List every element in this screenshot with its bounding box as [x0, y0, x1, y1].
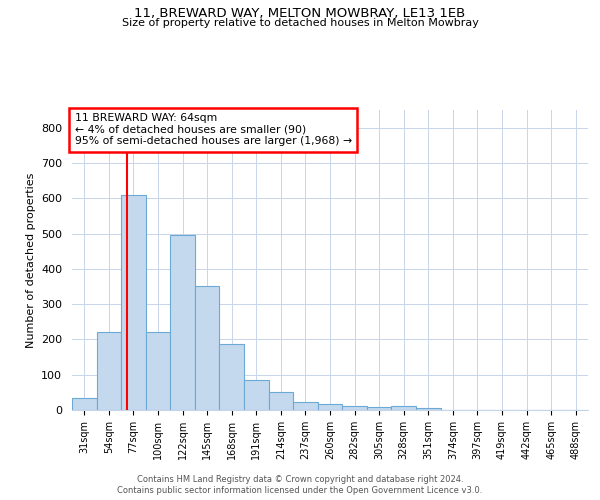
Bar	[416, 408, 440, 410]
Bar	[121, 194, 146, 410]
Text: Contains public sector information licensed under the Open Government Licence v3: Contains public sector information licen…	[118, 486, 482, 495]
Bar	[97, 332, 121, 410]
Bar	[391, 406, 416, 410]
Bar	[269, 392, 293, 410]
Bar	[220, 344, 244, 410]
Bar	[293, 402, 318, 410]
Bar	[72, 398, 97, 410]
Bar	[342, 406, 367, 410]
Bar	[146, 332, 170, 410]
Bar	[367, 407, 391, 410]
Text: Size of property relative to detached houses in Melton Mowbray: Size of property relative to detached ho…	[122, 18, 478, 28]
Bar	[170, 236, 195, 410]
Y-axis label: Number of detached properties: Number of detached properties	[26, 172, 35, 348]
Text: Contains HM Land Registry data © Crown copyright and database right 2024.: Contains HM Land Registry data © Crown c…	[137, 475, 463, 484]
Bar	[318, 404, 342, 410]
Text: 11 BREWARD WAY: 64sqm
← 4% of detached houses are smaller (90)
95% of semi-detac: 11 BREWARD WAY: 64sqm ← 4% of detached h…	[74, 113, 352, 146]
Bar	[195, 286, 220, 410]
Text: 11, BREWARD WAY, MELTON MOWBRAY, LE13 1EB: 11, BREWARD WAY, MELTON MOWBRAY, LE13 1E…	[134, 8, 466, 20]
Bar	[244, 380, 269, 410]
